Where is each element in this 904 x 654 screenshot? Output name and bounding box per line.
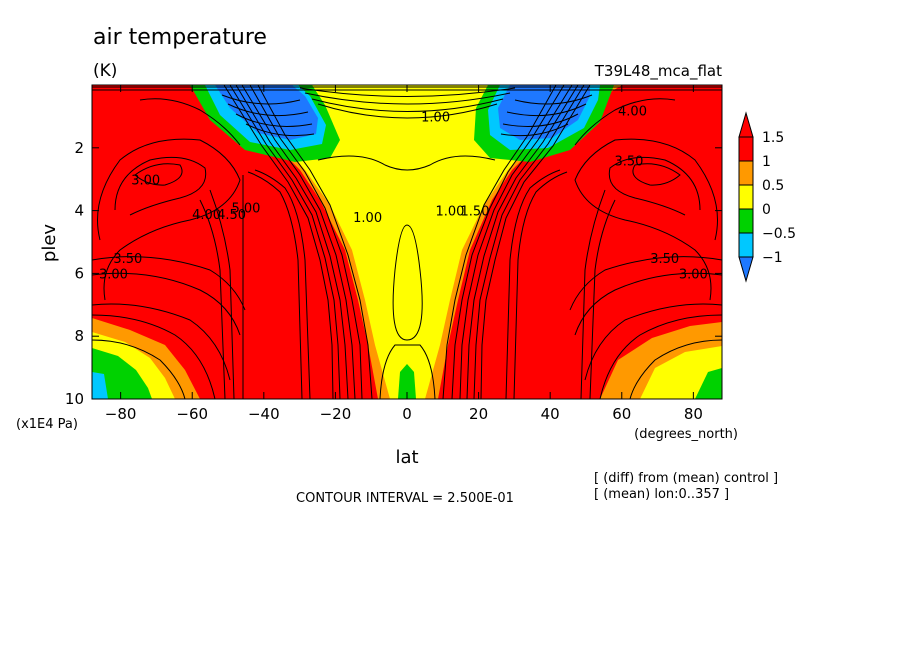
y-tick-label: 4 <box>74 202 84 220</box>
y-axis: 2 4 6 8 10 <box>65 139 722 408</box>
y-tick-label: 8 <box>74 327 84 345</box>
colorbar-label: 1.5 <box>762 130 784 146</box>
x-axis-units: (degrees_north) <box>634 427 738 442</box>
x-tick-label: −80 <box>105 405 137 423</box>
colorbar-band <box>738 160 754 186</box>
colorbar-band <box>738 136 754 162</box>
contour-label: 3.00 <box>679 268 708 283</box>
x-tick-label: 0 <box>402 405 412 423</box>
contour-label: 3.50 <box>650 252 679 267</box>
contour-label: 4.00 <box>192 208 221 223</box>
chart-units: (K) <box>93 61 117 81</box>
x-tick-label: −40 <box>248 405 280 423</box>
contour-label: 5.00 <box>231 202 260 217</box>
contour-label: 4.50 <box>217 208 246 223</box>
contour-label: 3.00 <box>131 173 160 188</box>
y-tick-label: 2 <box>74 139 84 157</box>
contour-label: 3.50 <box>614 155 643 170</box>
x-tick-label: 60 <box>612 405 631 423</box>
experiment-label: T39L48_mca_flat <box>594 62 722 81</box>
x-tick-label: −20 <box>320 405 352 423</box>
colorbar-arrow-top <box>738 111 754 138</box>
contour-fill <box>92 85 722 399</box>
colorbar-label: 0 <box>762 202 771 218</box>
region-green-se <box>695 368 722 399</box>
contour-label: 3.50 <box>113 252 142 267</box>
contour-label: 1.00 <box>353 211 382 226</box>
x-axis: −80 −60 −40 −20 0 20 40 60 80 <box>105 85 703 423</box>
colorbar-band <box>738 208 754 234</box>
note-diff: [ (diff) from (mean) control ] <box>594 471 778 486</box>
contour-interval: CONTOUR INTERVAL = 2.500E-01 <box>296 491 514 506</box>
x-tick-label: 80 <box>684 405 703 423</box>
contour-label: 3.00 <box>99 268 128 283</box>
region-green-equator <box>398 364 416 399</box>
colorbar-label: 0.5 <box>762 178 784 194</box>
y-tick-label: 10 <box>65 390 84 408</box>
contour-label: 4.00 <box>618 104 647 119</box>
colorbar-band <box>738 184 754 210</box>
x-tick-label: −60 <box>176 405 208 423</box>
colorbar-label: −1 <box>762 250 783 266</box>
chart-title: air temperature <box>93 25 267 50</box>
colorbar: 1.5 1 0.5 0 −0.5 −1 <box>738 111 796 283</box>
x-tick-label: 40 <box>541 405 560 423</box>
region-cyan-sw <box>92 372 108 399</box>
y-axis-units: (x1E4 Pa) <box>16 417 78 432</box>
x-axis-label: lat <box>395 447 418 468</box>
colorbar-arrow-bottom <box>738 256 754 283</box>
y-axis-label: plev <box>39 224 60 263</box>
y-tick-label: 6 <box>74 264 84 282</box>
colorbar-band <box>738 232 754 258</box>
contour-label: 1.50 <box>461 205 490 220</box>
colorbar-label: −0.5 <box>762 226 796 242</box>
contour-label: 1.00 <box>435 205 464 220</box>
region-green-sw <box>92 348 152 399</box>
x-tick-label: 20 <box>469 405 488 423</box>
region-yellow-center <box>215 85 598 399</box>
contour-labels: 1.003.004.004.505.003.503.001.00 1.001.50… <box>99 104 708 283</box>
colorbar-label: 1 <box>762 154 771 170</box>
note-mean: [ (mean) lon:0..357 ] <box>594 487 729 502</box>
contour-label: 1.00 <box>421 111 450 126</box>
